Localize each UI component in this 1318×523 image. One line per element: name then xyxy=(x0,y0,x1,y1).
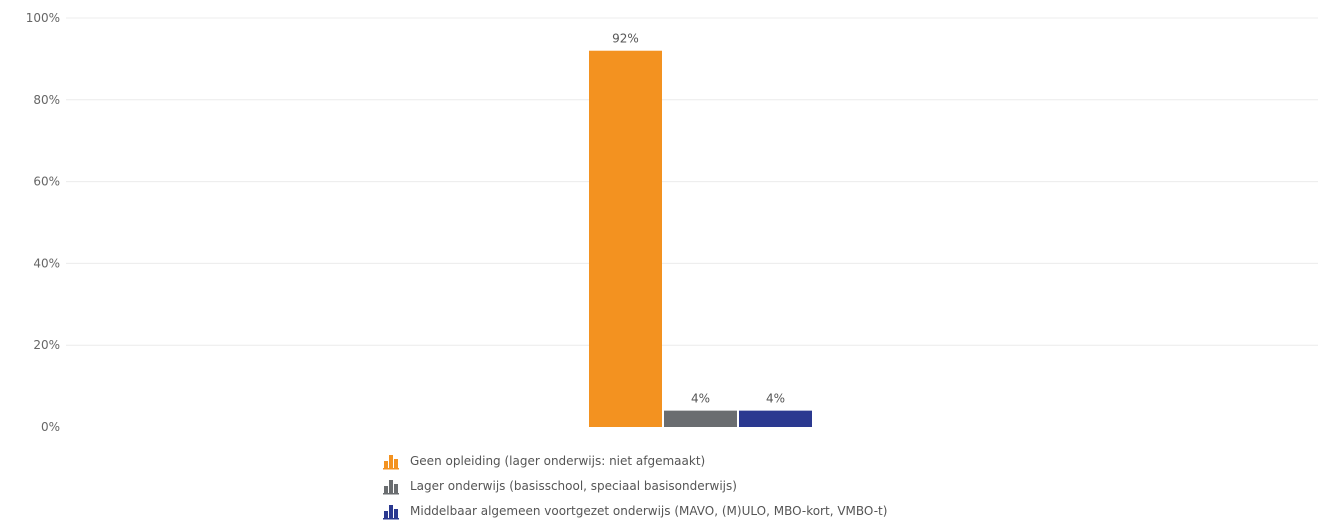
bar-value-label: 4% xyxy=(691,392,710,406)
legend-label: Lager onderwijs (basisschool, speciaal b… xyxy=(410,478,737,493)
y-tick-label: 80% xyxy=(33,93,60,107)
y-tick-label: 0% xyxy=(41,420,60,434)
legend-item[interactable]: Lager onderwijs (basisschool, speciaal b… xyxy=(382,473,887,498)
legend: Geen opleiding (lager onderwijs: niet af… xyxy=(382,448,887,523)
bar-chart-icon xyxy=(383,454,399,469)
data-labels: 92% 4% 4% xyxy=(612,32,785,406)
bar[interactable] xyxy=(739,410,812,427)
bar-chart-icon xyxy=(383,479,399,494)
bars xyxy=(589,50,812,427)
bar[interactable] xyxy=(589,50,662,427)
y-tick-label: 60% xyxy=(33,175,60,189)
y-tick-label: 40% xyxy=(33,256,60,270)
bar-chart: 0% 20% 40% 60% 80% 100% 92% 4% 4% xyxy=(26,11,1318,434)
y-axis: 0% 20% 40% 60% 80% 100% xyxy=(26,11,60,434)
legend-item[interactable]: Middelbaar algemeen voortgezet onderwijs… xyxy=(382,498,887,523)
y-tick-label: 20% xyxy=(33,338,60,352)
bar-chart-icon xyxy=(383,504,399,519)
y-tick-label: 100% xyxy=(26,11,60,25)
grid-lines xyxy=(66,17,1318,346)
bar-value-label: 4% xyxy=(766,392,785,406)
bar[interactable] xyxy=(664,410,737,427)
bar-value-label: 92% xyxy=(612,32,639,46)
legend-label: Middelbaar algemeen voortgezet onderwijs… xyxy=(410,503,888,518)
legend-label: Geen opleiding (lager onderwijs: niet af… xyxy=(410,453,706,468)
legend-item[interactable]: Geen opleiding (lager onderwijs: niet af… xyxy=(382,448,887,473)
